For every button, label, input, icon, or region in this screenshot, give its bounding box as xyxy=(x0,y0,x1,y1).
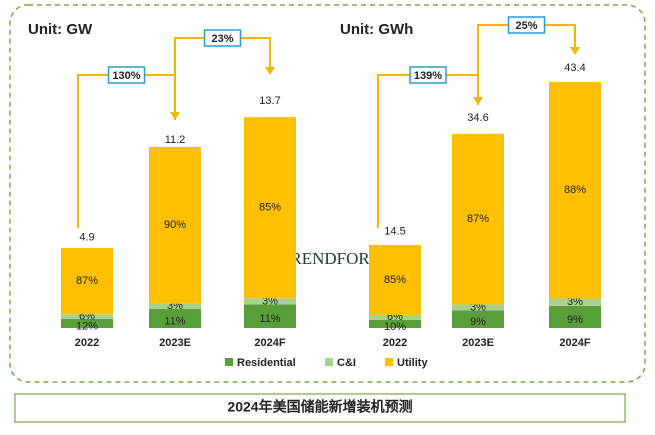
segment-label: 3% xyxy=(567,296,583,308)
segment-label: 11% xyxy=(164,315,185,327)
legend-swatch xyxy=(385,358,393,366)
segment-label: 87% xyxy=(76,275,98,287)
unit-label: Unit: GW xyxy=(28,21,93,38)
segment-label: 10% xyxy=(384,321,406,333)
bar-segment xyxy=(369,314,421,320)
segment-label: 90% xyxy=(164,219,186,231)
legend-swatch xyxy=(225,358,233,366)
legend-label: Utility xyxy=(397,357,428,369)
bar-segment xyxy=(452,304,504,311)
total-label: 43.4 xyxy=(564,62,585,74)
bar-segment xyxy=(369,244,421,315)
frame xyxy=(9,4,646,383)
growth-box xyxy=(203,29,242,47)
growth-label: 130% xyxy=(112,70,140,82)
x-tick-label: 2022 xyxy=(383,337,407,349)
unit-label: Unit: GWh xyxy=(340,21,413,38)
total-label: 4.9 xyxy=(79,232,94,244)
growth-label: 25% xyxy=(515,20,537,32)
legend-label: C&I xyxy=(337,357,356,369)
bar-segment xyxy=(549,305,601,328)
page-title: 2024年美国储能新增装机预测 xyxy=(227,399,412,415)
bar-segment xyxy=(452,133,504,305)
segment-label: 12% xyxy=(76,320,98,332)
legend-label: Residential xyxy=(237,357,296,369)
segment-label: 85% xyxy=(384,274,406,286)
bar-segment xyxy=(149,308,201,328)
growth-connector xyxy=(174,37,271,120)
growth-box xyxy=(507,16,546,34)
x-tick-label: 2024F xyxy=(254,337,285,349)
title-box xyxy=(14,393,626,423)
total-label: 11.2 xyxy=(165,134,186,146)
x-tick-label: 2022 xyxy=(75,337,99,349)
bar-segment xyxy=(244,117,296,299)
growth-box xyxy=(409,66,447,84)
segment-label: 3% xyxy=(262,295,278,307)
segment-label: 87% xyxy=(467,213,489,225)
legend-swatch xyxy=(325,358,333,366)
bar-segment xyxy=(61,248,113,315)
growth-label: 23% xyxy=(211,33,233,45)
bar-segment xyxy=(149,303,201,309)
total-label: 34.6 xyxy=(467,112,488,124)
bar-segment xyxy=(61,314,113,319)
total-label: 13.7 xyxy=(259,95,280,107)
bar-segment xyxy=(369,319,421,328)
segment-label: 9% xyxy=(470,316,486,328)
bar-segment xyxy=(549,82,601,299)
growth-label: 139% xyxy=(414,70,442,82)
x-tick-label: 2024F xyxy=(559,337,590,349)
segment-label: 88% xyxy=(564,184,586,196)
growth-arrow xyxy=(265,67,275,75)
bar-segment xyxy=(244,298,296,305)
bar-segment xyxy=(549,298,601,306)
bar-segment xyxy=(244,304,296,328)
segment-label: 85% xyxy=(259,202,281,214)
bar-segment xyxy=(149,146,201,304)
growth-box xyxy=(107,66,146,84)
segment-label: 9% xyxy=(567,314,583,326)
x-tick-label: 2023E xyxy=(159,337,191,349)
bar-segment xyxy=(452,310,504,328)
watermark: TRENDFORCE xyxy=(280,249,391,268)
x-tick-label: 2023E xyxy=(462,337,494,349)
segment-label: 11% xyxy=(259,313,280,325)
growth-arrow xyxy=(570,47,580,55)
bar-segment xyxy=(61,318,113,328)
total-label: 14.5 xyxy=(384,226,405,238)
